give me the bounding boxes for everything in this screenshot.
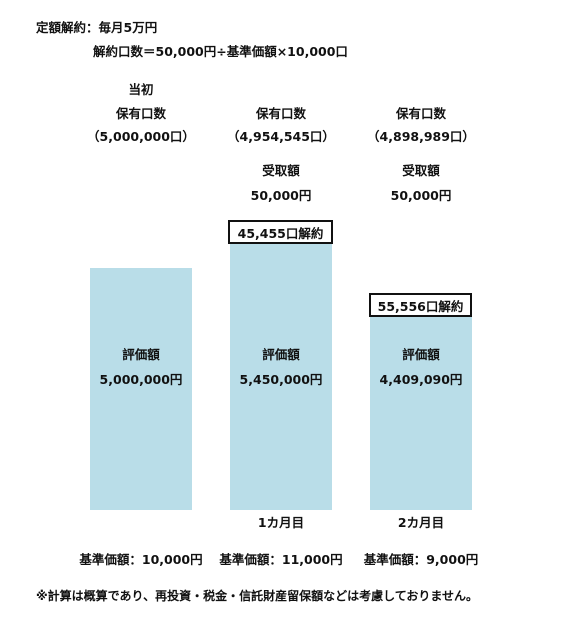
received-label: 受取額	[402, 163, 440, 178]
base-price: 基準価額：9,000円	[363, 552, 479, 567]
valuation-label: 評価額	[262, 347, 300, 362]
cancel-units-tag: 45,455口解約	[228, 220, 333, 244]
valuation-value: 5,000,000円	[99, 372, 183, 387]
holding-units-label: 保有口数	[115, 106, 167, 121]
base-price: 基準価額：10,000円	[79, 552, 203, 567]
holding-units-label: 保有口数	[255, 106, 307, 121]
footnote: ※計算は概算であり、再投資・税金・信託財産留保額などは考慮しておりません。	[36, 589, 478, 603]
valuation-bar	[370, 316, 472, 510]
base-price: 基準価額：11,000円	[219, 552, 343, 567]
received-label: 受取額	[262, 163, 300, 178]
valuation-bar	[230, 244, 332, 510]
valuation-label: 評価額	[402, 347, 440, 362]
holding-units-label: 保有口数	[395, 106, 447, 121]
received-amount: 50,000円	[390, 188, 452, 203]
holding-units-value: （4,898,989口）	[367, 129, 475, 144]
valuation-value: 4,409,090円	[379, 372, 463, 387]
formula-text: 解約口数＝50,000円÷基準価額×10,000口	[93, 44, 348, 59]
holding-units-value: （4,954,545口）	[227, 129, 335, 144]
cancel-units-tag: 55,556口解約	[369, 293, 472, 317]
initial-label: 当初	[128, 82, 154, 97]
valuation-label: 評価額	[122, 347, 160, 362]
received-amount: 50,000円	[250, 188, 312, 203]
page-title: 定額解約：毎月5万円	[36, 20, 158, 35]
holding-units-value: （5,000,000口）	[87, 129, 195, 144]
period-label: 1カ月目	[257, 515, 305, 530]
period-label: 2カ月目	[397, 515, 445, 530]
valuation-bar	[90, 268, 192, 510]
valuation-value: 5,450,000円	[239, 372, 323, 387]
